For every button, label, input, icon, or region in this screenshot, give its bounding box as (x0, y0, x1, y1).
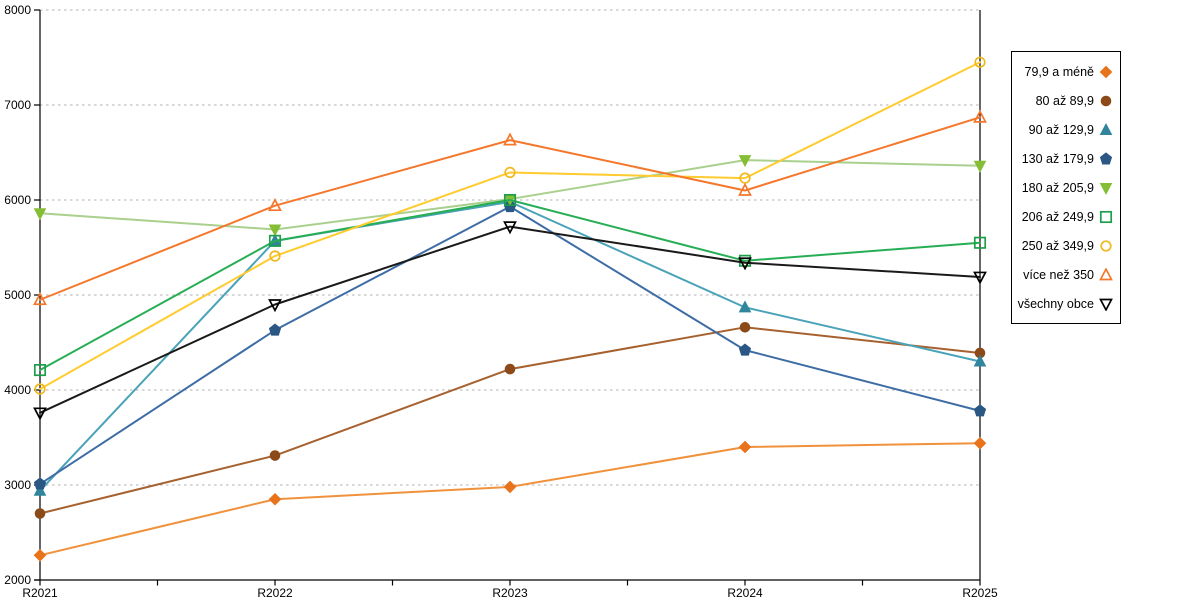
legend-square-icon (1099, 210, 1113, 223)
data-point-marker (973, 354, 987, 367)
data-point-marker (33, 483, 47, 496)
x-tick-label: R2022 (257, 586, 293, 600)
data-point-marker (268, 197, 282, 212)
data-point-marker (503, 480, 517, 494)
series-line (39, 442, 981, 557)
data-point-marker (268, 234, 282, 247)
data-point-marker (33, 208, 47, 221)
y-tick-label: 8000 (4, 3, 31, 17)
legend-item-label: 130 až 179,9 (1021, 151, 1094, 166)
data-point-marker (268, 299, 282, 313)
legend-triangle-down-icon (1099, 298, 1113, 311)
data-point-marker (268, 492, 282, 506)
data-point-marker (33, 477, 47, 490)
data-point-marker (738, 155, 752, 168)
data-point-marker (973, 160, 987, 173)
data-point-marker (503, 193, 517, 207)
x-tick-label: R2021 (22, 586, 58, 600)
data-point-marker (33, 407, 47, 421)
data-point-marker (973, 236, 987, 249)
y-tick-label: 3000 (4, 478, 31, 492)
y-tick-label: 7000 (4, 98, 31, 112)
legend-item-label: 206 až 249,9 (1021, 209, 1094, 224)
y-tick-label: 5000 (4, 288, 31, 302)
data-point-marker (738, 300, 752, 313)
series-line (39, 199, 981, 372)
data-point-marker (269, 450, 281, 461)
legend-item: 130 až 179,9 (1012, 144, 1120, 173)
series-2 (33, 194, 987, 496)
y-tick-label: 4000 (4, 383, 31, 397)
legend-item: 80 až 89,9 (1012, 86, 1120, 115)
series-line (39, 200, 981, 492)
data-point-marker (269, 250, 281, 262)
data-point-marker (33, 364, 47, 377)
chart-legend: 79,9 a méně 80 až 89,9 90 až 129,9 130 až 1… (1011, 51, 1121, 324)
legend-item: 250 až 349,9 (1012, 231, 1120, 260)
data-point-marker (33, 292, 47, 306)
legend-triangle-down-icon (1099, 182, 1113, 195)
data-point-marker (268, 224, 282, 237)
legend-pentagon-icon (1099, 151, 1113, 164)
series-6 (34, 56, 986, 395)
series-line (39, 116, 981, 301)
series-line (39, 61, 981, 391)
legend-item-label: 250 až 349,9 (1021, 238, 1094, 253)
series-8 (33, 221, 987, 421)
data-point-marker (33, 548, 47, 562)
data-point-marker (738, 257, 752, 271)
legend-item: 180 až 205,9 (1012, 173, 1120, 202)
legend-triangle-up-icon (1099, 122, 1113, 135)
data-point-marker (738, 440, 752, 454)
legend-circle-icon (1100, 239, 1112, 252)
data-point-marker (974, 56, 986, 68)
data-point-marker (973, 271, 987, 285)
data-point-marker (738, 182, 752, 196)
data-point-marker (34, 383, 46, 395)
y-tick-label: 6000 (4, 193, 31, 207)
data-point-marker (738, 343, 752, 356)
legend-item-label: 80 až 89,9 (1035, 93, 1094, 108)
legend-item: 90 až 129,9 (1012, 115, 1120, 144)
legend-circle-icon (1100, 95, 1112, 106)
data-point-marker (973, 436, 987, 450)
series-7 (33, 109, 987, 306)
legend-item: 79,9 a méně (1012, 57, 1120, 86)
data-point-marker (973, 404, 987, 417)
data-point-marker (739, 322, 751, 333)
legend-item: 206 až 249,9 (1012, 202, 1120, 231)
legend-item-label: 90 až 129,9 (1028, 122, 1094, 137)
x-tick-label: R2025 (962, 586, 998, 600)
series-0 (33, 436, 987, 562)
data-point-marker (504, 363, 516, 375)
data-point-marker (738, 254, 752, 267)
legend-item-label: 180 až 205,9 (1021, 180, 1094, 195)
legend-item-label: všechny obce (1017, 296, 1094, 311)
data-point-marker (973, 109, 987, 123)
series-line (39, 225, 981, 414)
series-5 (33, 193, 987, 377)
series-line (39, 205, 981, 486)
data-point-marker (34, 508, 46, 519)
series-1 (34, 322, 986, 519)
legend-item-label: 79,9 a méně (1024, 64, 1095, 79)
data-point-marker (503, 221, 517, 235)
x-tick-label: R2024 (727, 586, 763, 600)
x-tick-label: R2023 (492, 586, 528, 600)
data-point-marker (503, 132, 517, 146)
legend-item-label: více než 350 (1023, 267, 1094, 282)
y-tick-label: 2000 (4, 573, 31, 587)
legend-item: více než 350 (1012, 260, 1120, 289)
legend-diamond-icon (1099, 65, 1113, 78)
legend-triangle-up-icon (1099, 267, 1113, 280)
legend-item: všechny obce (1012, 289, 1120, 318)
data-point-marker (268, 323, 282, 336)
data-point-marker (504, 166, 516, 179)
series-3 (33, 200, 987, 490)
